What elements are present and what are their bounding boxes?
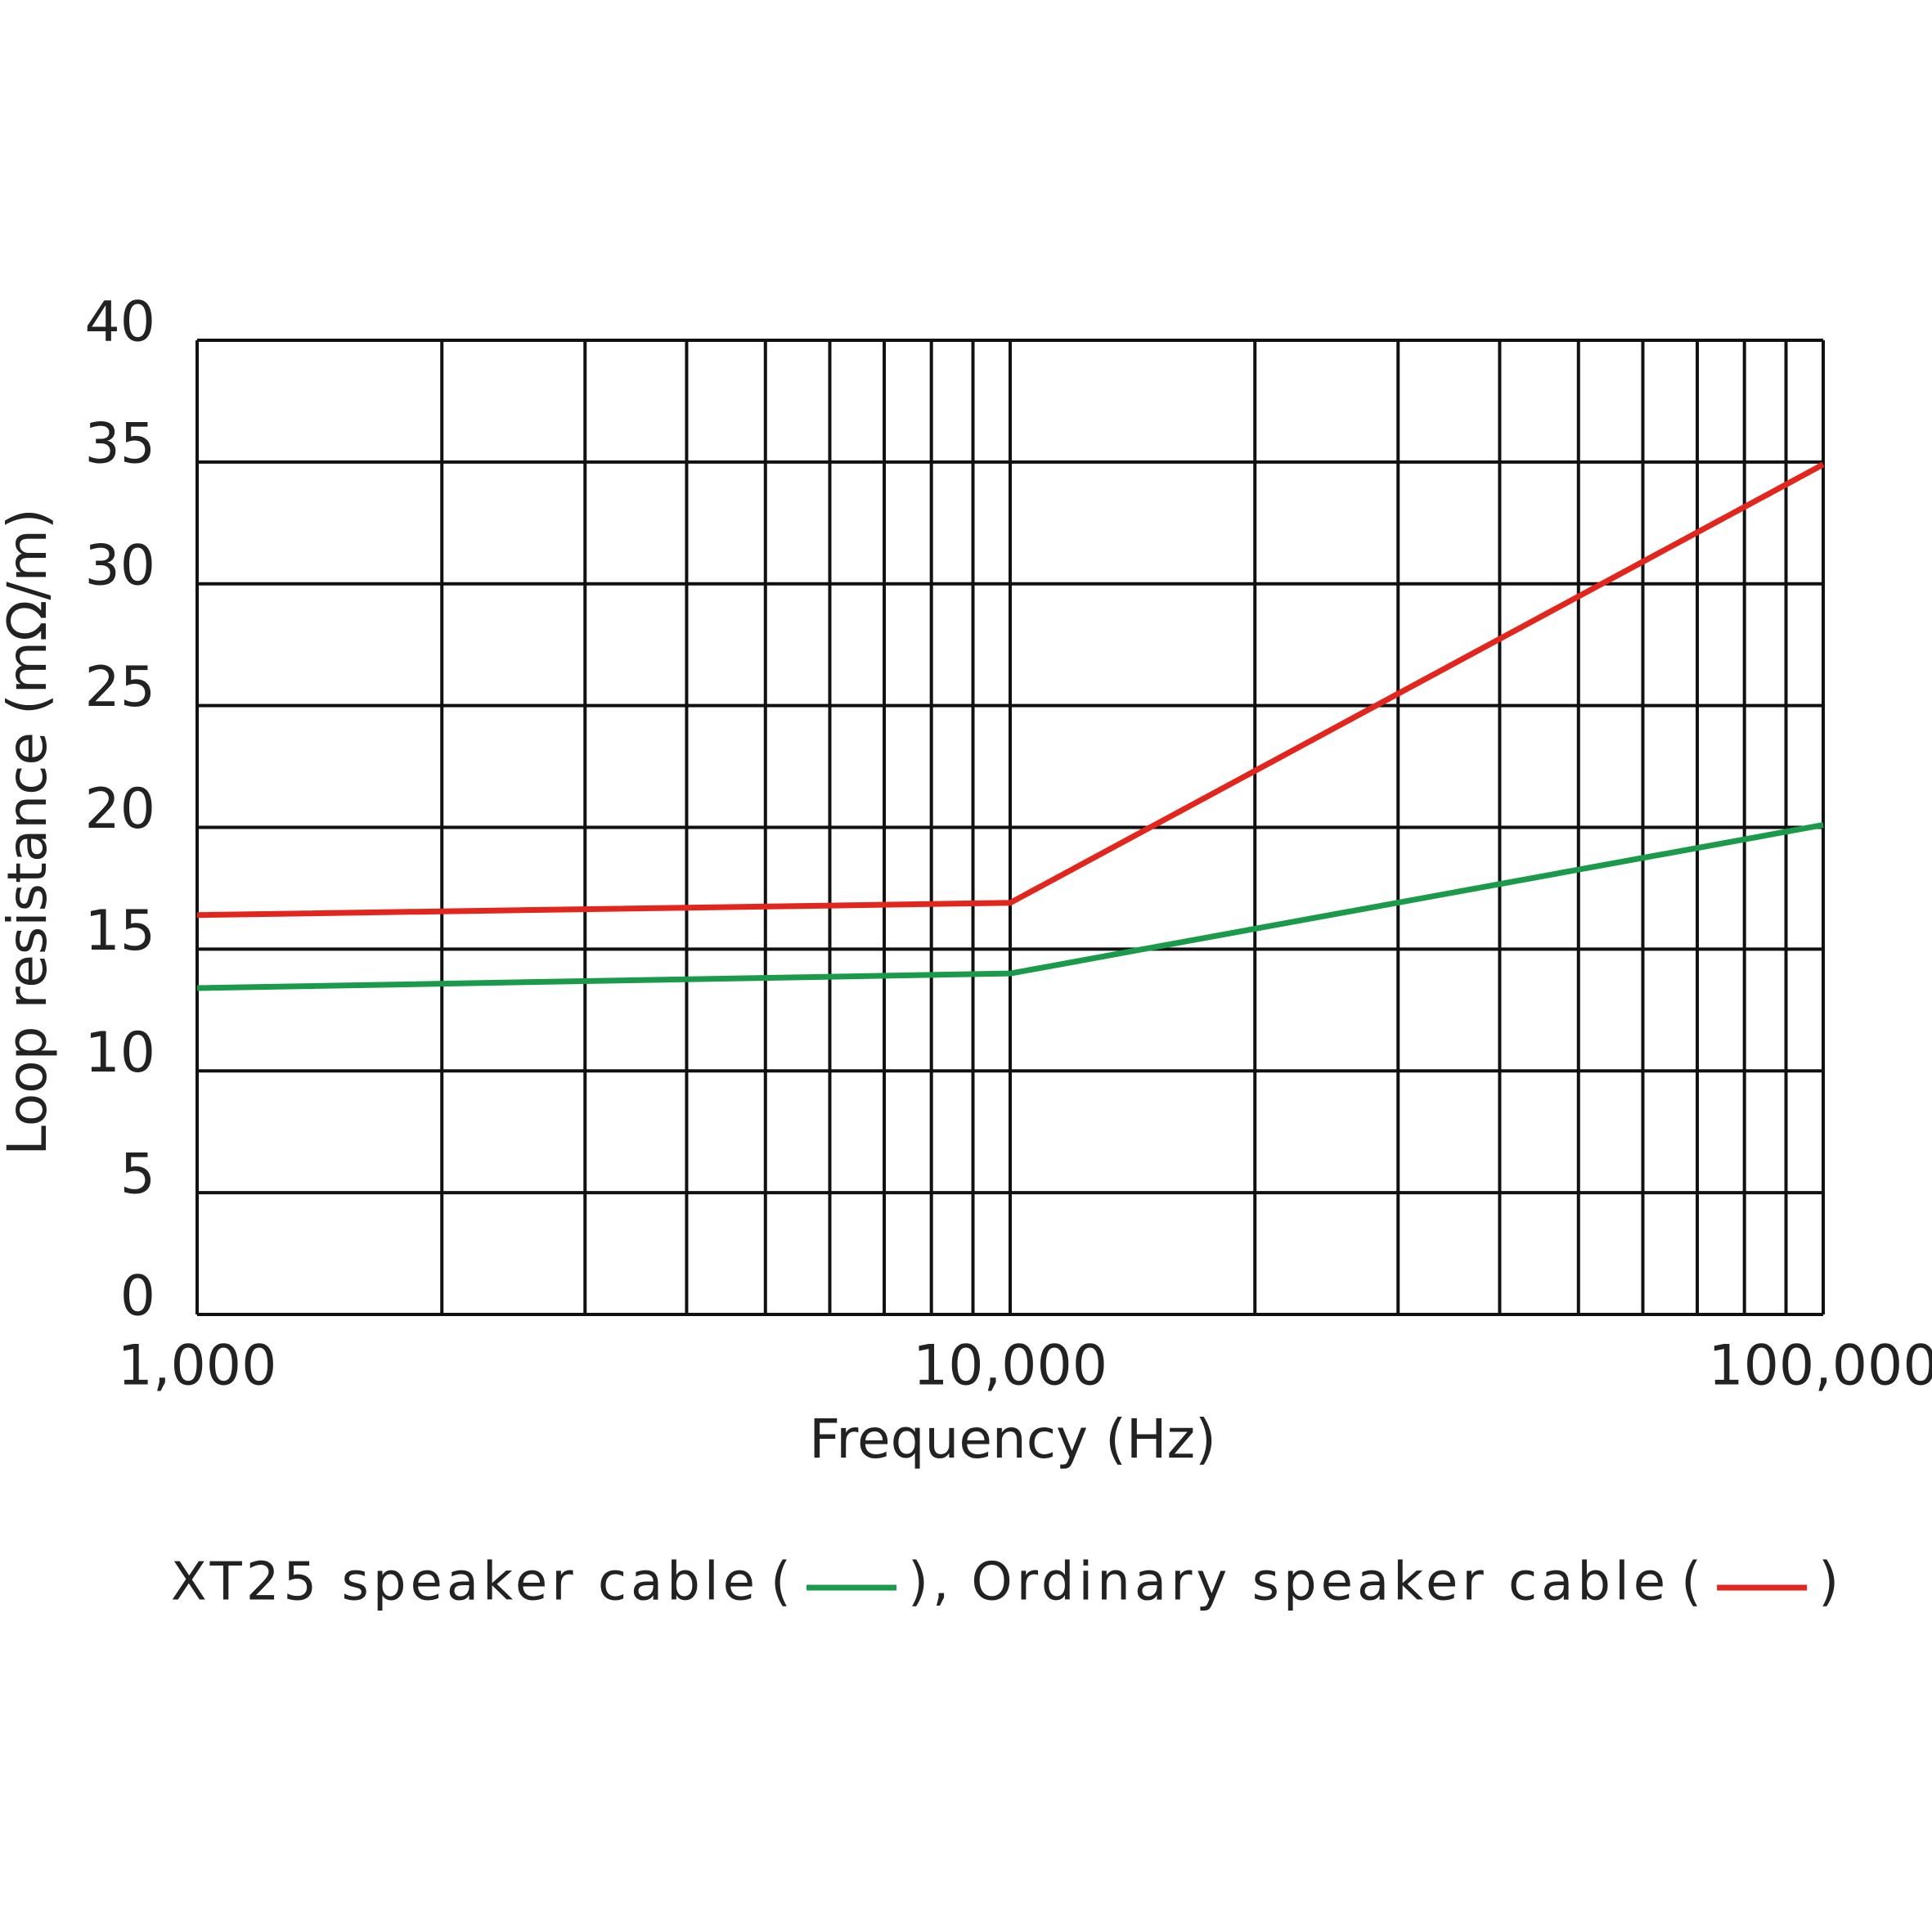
y-tick-label: 15	[84, 899, 155, 964]
legend-bracket: )	[1818, 1552, 1843, 1613]
data-line	[196, 461, 1825, 919]
legend-bracket: )	[908, 1552, 932, 1613]
legend: XT25 speaker cable(), Ordinary speaker ca…	[171, 1552, 1843, 1613]
x-axis-title: Frequency (Hz)	[809, 1408, 1216, 1471]
legend-separator: ,	[932, 1552, 953, 1613]
y-axis-title: Loop resistance (mΩ/m)	[0, 508, 59, 1155]
y-tick-label: 40	[84, 290, 155, 355]
y-tick-label: 10	[84, 1021, 155, 1085]
legend-label: XT25 speaker cable	[171, 1552, 759, 1613]
data-line	[196, 822, 1824, 991]
y-tick-label: 35	[84, 411, 155, 476]
y-tick-label: 25	[84, 655, 155, 720]
x-tick-label: 100,000	[1708, 1334, 1932, 1399]
legend-label: Ordinary speaker cable	[971, 1552, 1669, 1613]
y-tick-label: 5	[120, 1143, 155, 1207]
y-tick-label: 30	[84, 533, 155, 598]
legend-bracket: (	[771, 1552, 795, 1613]
x-tick-label: 1,000	[118, 1334, 277, 1399]
y-tick-label: 0	[120, 1265, 155, 1329]
y-tick-label: 20	[84, 777, 155, 842]
x-tick-label: 10,000	[913, 1334, 1108, 1399]
legend-bracket: (	[1681, 1552, 1705, 1613]
